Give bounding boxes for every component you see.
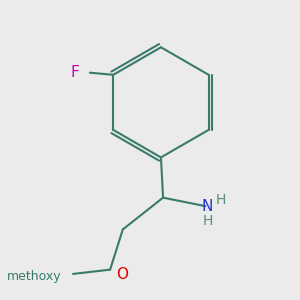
Text: H: H [202,214,213,228]
Text: F: F [70,65,80,80]
Text: O: O [116,268,128,283]
Text: methoxy: methoxy [7,269,62,283]
Text: N: N [202,199,213,214]
Text: H: H [216,193,226,207]
